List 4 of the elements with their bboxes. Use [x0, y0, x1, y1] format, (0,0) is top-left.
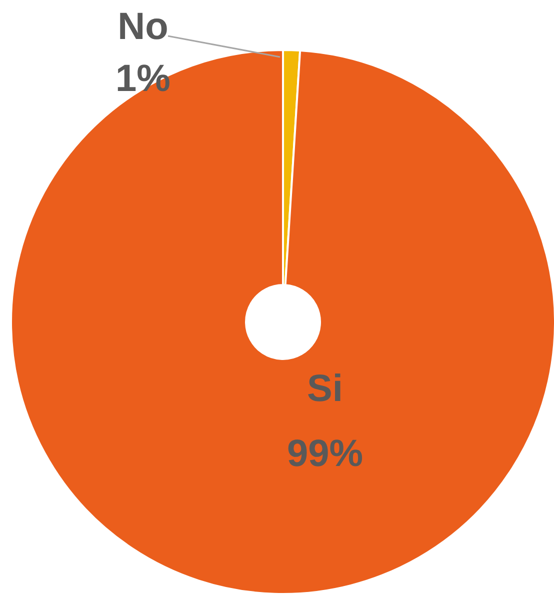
data-label: 99% [286, 433, 364, 475]
slice-label: No [118, 6, 168, 48]
data-label: 1% [116, 58, 170, 100]
slice-label: Si [307, 368, 343, 410]
